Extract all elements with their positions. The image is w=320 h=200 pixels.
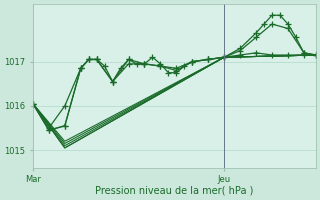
X-axis label: Pression niveau de la mer( hPa ): Pression niveau de la mer( hPa ) [95, 186, 253, 196]
